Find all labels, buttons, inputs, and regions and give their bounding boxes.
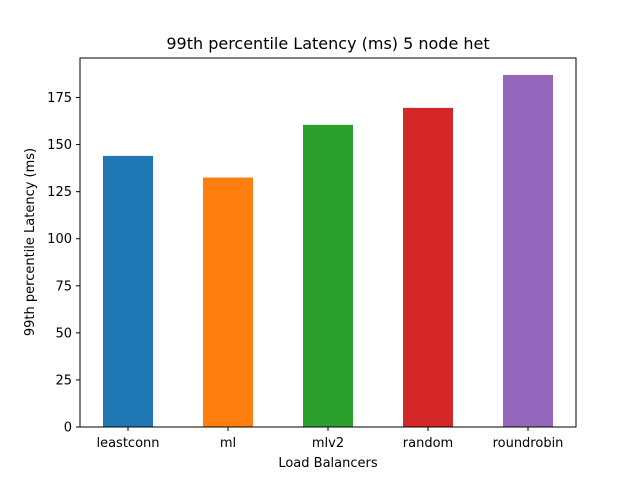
y-tick-label: 50 <box>55 326 72 341</box>
x-tick-label: ml <box>220 436 236 451</box>
y-tick-label: 100 <box>47 232 72 247</box>
x-tick-label: random <box>403 436 453 451</box>
y-tick-label: 25 <box>55 373 72 388</box>
chart-title: 99th percentile Latency (ms) 5 node het <box>166 34 489 53</box>
x-axis-label: Load Balancers <box>278 456 378 471</box>
x-tick-label: mlv2 <box>312 436 344 451</box>
bar-mlv2 <box>303 124 353 428</box>
y-tick-label: 150 <box>47 138 72 153</box>
plot-frame <box>79 57 577 428</box>
y-tick-label: 0 <box>64 421 72 436</box>
bar-random <box>403 107 453 427</box>
bars-group <box>103 74 553 428</box>
x-axis-ticks: leastconn ml mlv2 random roundrobin <box>96 427 563 451</box>
y-tick-label: 75 <box>55 279 72 294</box>
bar-roundrobin <box>503 74 553 427</box>
x-tick-label: leastconn <box>96 436 159 451</box>
bar-ml <box>203 177 253 427</box>
x-tick-label: roundrobin <box>493 436 564 451</box>
y-tick-label: 125 <box>47 185 72 200</box>
y-axis-label: 99th percentile Latency (ms) <box>23 148 38 336</box>
y-tick-label: 175 <box>47 91 72 106</box>
bar-leastconn <box>103 155 153 428</box>
y-axis-ticks: 0 25 50 75 100 125 150 175 <box>47 91 80 436</box>
